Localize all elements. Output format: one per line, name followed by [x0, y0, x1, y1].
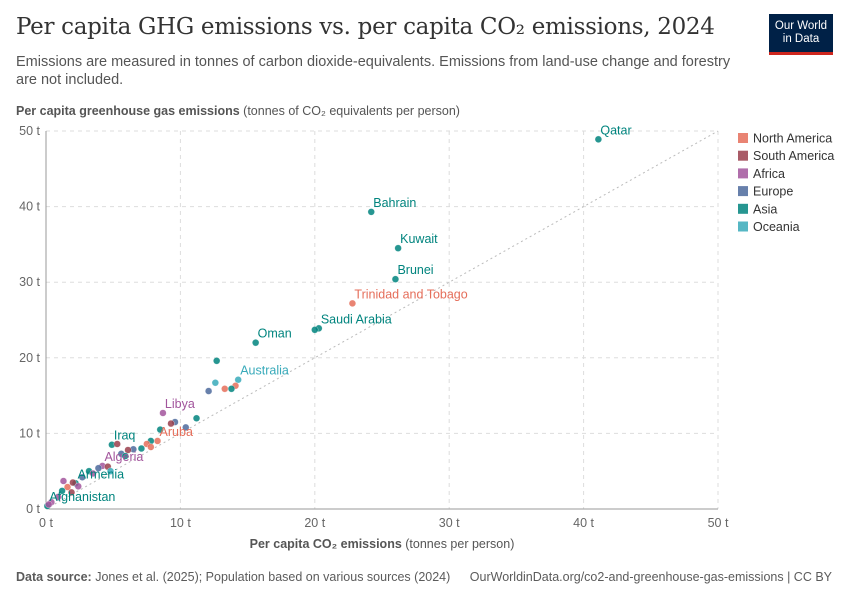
legend-item[interactable]: Africa: [753, 167, 785, 181]
data-point[interactable]: [113, 440, 121, 448]
data-label: Qatar: [600, 123, 631, 137]
data-label: Saudi Arabia: [321, 312, 392, 326]
legend-swatch: [738, 203, 748, 214]
legend-item[interactable]: North America: [753, 132, 832, 146]
x-axis-label-unit: (tonnes per person): [402, 537, 515, 551]
x-axis-label: Per capita CO₂ emissions (tonnes per per…: [250, 537, 515, 551]
y-tick-label: 0 t: [26, 502, 40, 516]
chart-subtitle: Emissions are measured in tonnes of carb…: [16, 54, 731, 88]
data-point[interactable]: [367, 208, 375, 216]
data-point[interactable]: [252, 339, 260, 347]
data-point[interactable]: [124, 446, 132, 454]
data-point[interactable]: [348, 299, 356, 307]
data-label: Afghanistan: [49, 490, 115, 504]
data-point[interactable]: [594, 135, 602, 143]
data-point[interactable]: [69, 478, 77, 487]
data-label: Trinidad and Tobago: [354, 287, 467, 301]
reference-line: [45, 130, 719, 510]
data-point[interactable]: [311, 326, 319, 334]
x-tick-label: 0 t: [39, 516, 53, 530]
data-point[interactable]: [137, 444, 145, 453]
data-point[interactable]: [159, 409, 167, 417]
legend-item[interactable]: Asia: [753, 202, 777, 216]
data-point[interactable]: [59, 477, 68, 485]
scatter-chart: Per capita greenhouse gas emissions (ton…: [16, 104, 834, 551]
data-point[interactable]: [121, 452, 129, 460]
data-point[interactable]: [213, 357, 221, 365]
source-text: Jones et al. (2025); Population based on…: [91, 570, 451, 584]
footer-url[interactable]: OurWorldinData.org/co2-and-greenhouse-ga…: [469, 570, 832, 584]
data-point[interactable]: [106, 467, 115, 475]
data-point[interactable]: [234, 376, 242, 384]
data-label: Algeria: [104, 450, 143, 464]
data-point[interactable]: [45, 500, 53, 509]
data-point[interactable]: [67, 488, 76, 496]
y-tick-label: 50 t: [19, 124, 40, 138]
data-label: Brunei: [397, 263, 433, 277]
x-tick-label: 10 t: [170, 516, 191, 530]
x-tick-label: 30 t: [439, 516, 460, 530]
data-point[interactable]: [94, 464, 102, 472]
source-label: Data source:: [16, 570, 92, 584]
legend-item[interactable]: Oceania: [753, 220, 800, 234]
y-tick-label: 40 t: [19, 200, 40, 214]
data-point[interactable]: [89, 469, 97, 478]
data-point[interactable]: [205, 387, 213, 395]
data-point[interactable]: [211, 379, 219, 387]
y-axis-label-bold: Per capita greenhouse gas emissions: [16, 104, 240, 118]
data-point[interactable]: [391, 275, 399, 283]
data-label: Armenia: [78, 467, 125, 481]
data-label: Oman: [258, 327, 292, 341]
legend-swatch: [738, 168, 748, 179]
y-axis-label-unit: (tonnes of CO₂ equivalents per person): [240, 104, 460, 118]
x-tick-label: 50 t: [708, 516, 729, 530]
y-tick-label: 30 t: [19, 275, 40, 289]
data-source: Data source: Jones et al. (2025); Popula…: [16, 570, 450, 584]
legend-item[interactable]: South America: [753, 149, 834, 163]
data-label: Kuwait: [400, 232, 438, 246]
x-tick-label: 20 t: [304, 516, 325, 530]
legend-swatch: [738, 133, 748, 143]
data-point[interactable]: [192, 414, 201, 422]
data-point[interactable]: [74, 482, 82, 490]
data-point[interactable]: [167, 420, 175, 428]
data-label: Bahrain: [373, 196, 416, 210]
data-point[interactable]: [58, 487, 66, 495]
chart-title: Per capita GHG emissions vs. per capita …: [16, 14, 715, 40]
data-label: Australia: [240, 364, 289, 378]
data-point[interactable]: [221, 385, 229, 393]
data-point[interactable]: [182, 423, 190, 431]
data-point[interactable]: [156, 426, 164, 434]
data-point[interactable]: [227, 385, 236, 393]
data-point[interactable]: [54, 493, 62, 501]
data-point[interactable]: [78, 473, 86, 481]
data-point[interactable]: [394, 244, 402, 252]
y-axis-label: Per capita greenhouse gas emissions (ton…: [16, 104, 460, 118]
y-tick-label: 10 t: [19, 426, 40, 440]
x-axis-label-bold: Per capita CO₂ emissions: [250, 537, 402, 551]
data-point[interactable]: [63, 483, 72, 491]
x-tick-label: 40 t: [573, 516, 594, 530]
data-label: Iraq: [114, 429, 136, 443]
legend-swatch: [738, 150, 748, 161]
y-tick-label: 20 t: [19, 351, 40, 365]
data-label: Aruba: [160, 425, 193, 439]
data-point[interactable]: [147, 443, 155, 451]
legend-item[interactable]: Europe: [753, 185, 793, 199]
data-label: Libya: [165, 397, 195, 411]
owid-logo[interactable]: Our World in Data: [769, 14, 833, 55]
legend-swatch: [738, 186, 748, 197]
legend-swatch: [738, 221, 748, 232]
